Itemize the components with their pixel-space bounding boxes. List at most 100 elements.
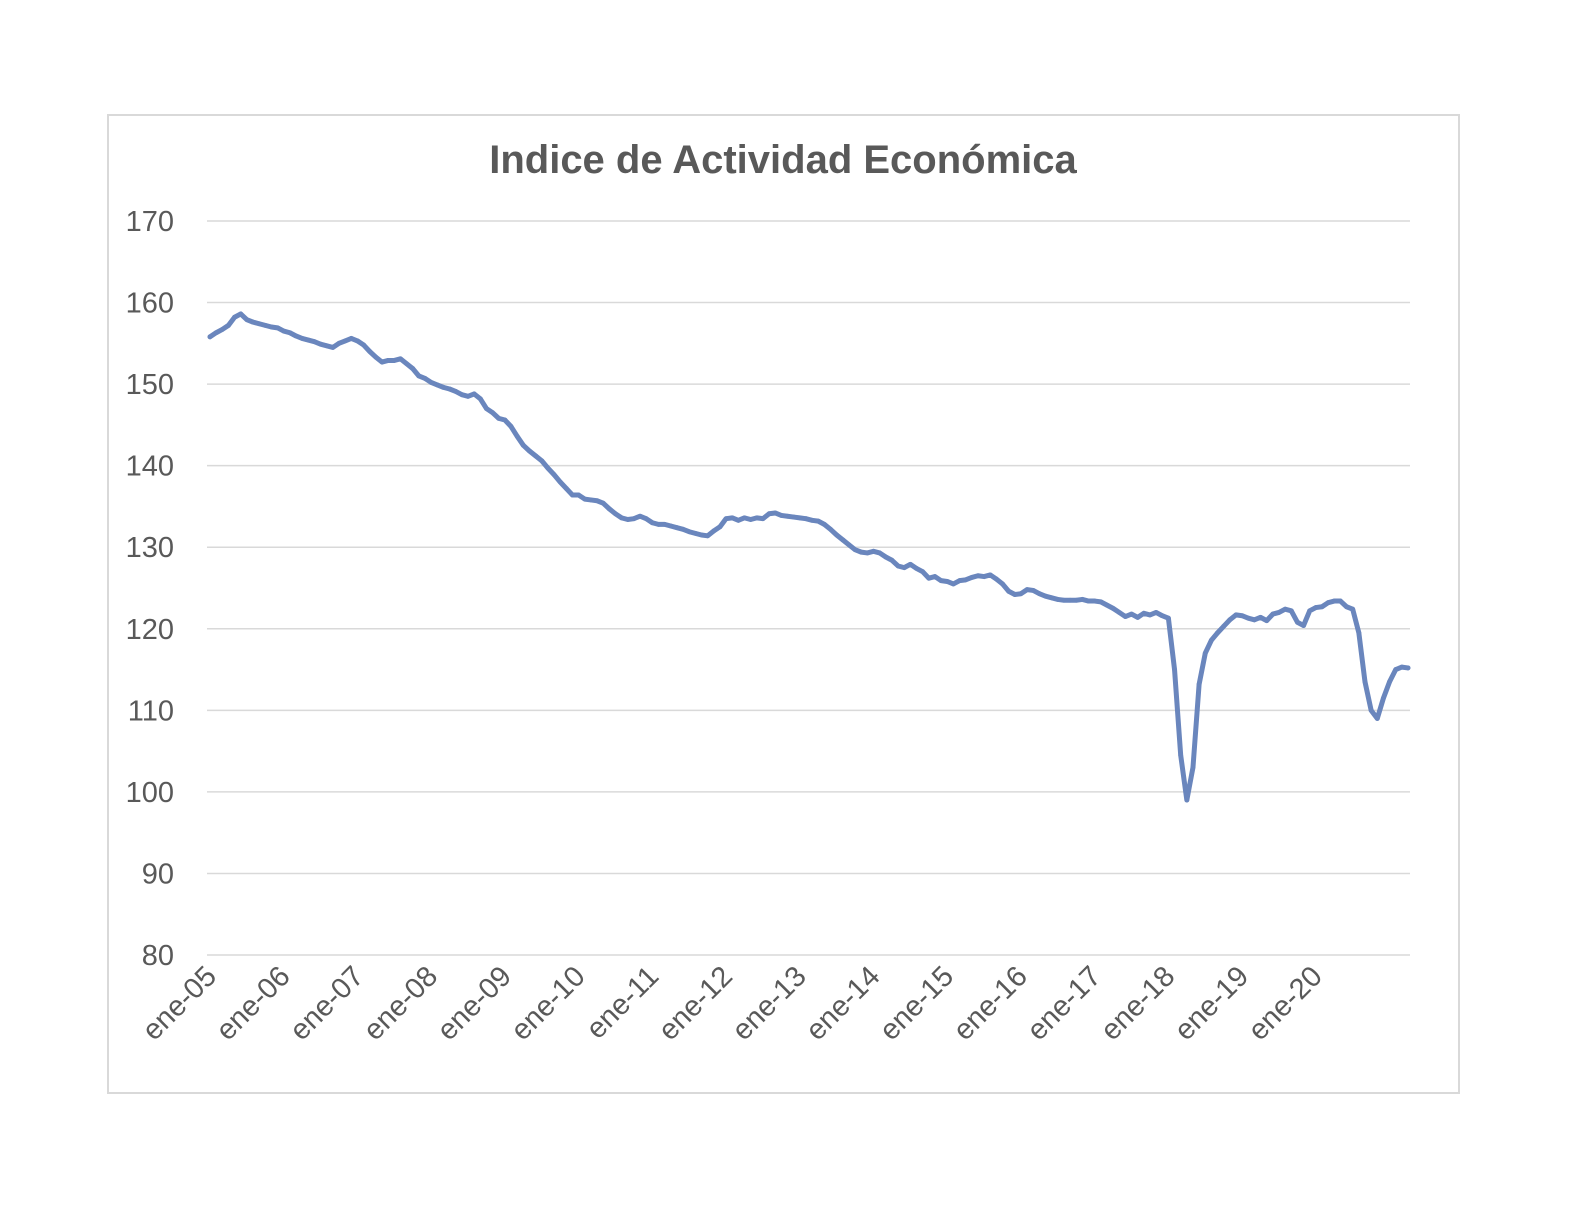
data-point xyxy=(1067,597,1073,603)
data-point xyxy=(699,532,704,538)
data-point xyxy=(846,542,852,548)
data-point xyxy=(471,391,477,397)
data-point xyxy=(950,581,956,587)
data-point xyxy=(570,492,575,498)
data-point xyxy=(772,510,778,516)
data-point xyxy=(631,516,637,522)
data-point xyxy=(877,550,883,556)
data-point xyxy=(754,515,760,521)
y-tick-label: 150 xyxy=(126,369,174,401)
data-point xyxy=(1239,613,1245,619)
data-point xyxy=(527,448,532,454)
data-point xyxy=(883,554,889,560)
data-point xyxy=(416,373,422,379)
data-point xyxy=(729,515,735,521)
data-point xyxy=(1356,630,1362,636)
data-point xyxy=(766,511,772,517)
data-point xyxy=(619,515,625,521)
data-point xyxy=(262,322,268,328)
data-point xyxy=(1190,765,1196,770)
data-point xyxy=(287,330,293,336)
data-point xyxy=(557,479,563,485)
data-point xyxy=(551,472,557,478)
data-point xyxy=(680,526,686,532)
data-point xyxy=(465,393,471,399)
data-point xyxy=(1135,614,1141,620)
data-point xyxy=(275,325,280,331)
data-point xyxy=(760,516,766,522)
data-point xyxy=(453,389,459,394)
data-point xyxy=(520,442,526,448)
y-tick-label: 170 xyxy=(126,206,174,238)
data-point xyxy=(809,517,815,523)
data-point xyxy=(907,561,913,567)
data-point xyxy=(711,528,717,534)
data-point xyxy=(428,380,434,385)
data-point xyxy=(1098,599,1104,605)
data-point xyxy=(226,322,231,328)
data-point xyxy=(1344,604,1349,610)
data-point xyxy=(1245,615,1251,621)
data-point xyxy=(398,356,403,362)
data-point xyxy=(1153,610,1159,615)
y-tick-label: 120 xyxy=(126,614,174,646)
data-point xyxy=(717,524,723,530)
data-point xyxy=(459,392,465,398)
data-point xyxy=(1159,613,1165,619)
data-point xyxy=(797,515,803,521)
data-point xyxy=(987,572,993,578)
data-point xyxy=(674,525,680,531)
data-point xyxy=(981,574,987,579)
data-point xyxy=(705,533,711,539)
chart-title: Indice de Actividad Económica xyxy=(489,138,1077,182)
data-point xyxy=(920,569,926,575)
data-point xyxy=(1006,588,1012,594)
data-point xyxy=(1055,597,1061,602)
data-point xyxy=(244,317,250,323)
y-tick-label: 80 xyxy=(142,940,174,972)
data-point xyxy=(932,574,938,579)
data-point xyxy=(1012,592,1018,597)
data-point xyxy=(207,334,213,340)
data-point xyxy=(1018,591,1024,597)
data-point xyxy=(391,358,397,363)
data-point xyxy=(914,566,919,571)
data-point xyxy=(852,547,858,553)
data-point xyxy=(1264,618,1270,624)
data-point xyxy=(1122,614,1128,619)
data-point xyxy=(361,342,366,348)
y-axis-tick-labels: 80 90 100 110 120 130 140 150 160 170 xyxy=(126,206,174,972)
data-point xyxy=(1350,606,1356,612)
data-point xyxy=(1288,608,1294,614)
data-point xyxy=(318,341,323,347)
data-point xyxy=(219,327,225,332)
data-point xyxy=(668,523,674,529)
y-tick-label: 100 xyxy=(126,777,174,809)
data-point xyxy=(649,520,655,526)
data-point xyxy=(643,516,649,522)
data-point xyxy=(1215,630,1220,636)
data-point xyxy=(1319,604,1325,610)
data-point xyxy=(355,338,360,344)
data-point xyxy=(742,515,747,521)
data-point xyxy=(1381,695,1386,701)
data-point xyxy=(441,384,446,390)
series-layer xyxy=(207,311,1411,803)
data-point xyxy=(606,506,612,512)
data-point xyxy=(613,511,618,517)
data-point xyxy=(1172,667,1177,672)
data-point xyxy=(582,496,588,502)
y-tick-label: 130 xyxy=(126,532,174,564)
data-point xyxy=(656,521,661,527)
data-point xyxy=(821,521,827,527)
data-point xyxy=(508,424,514,429)
data-point xyxy=(1270,611,1276,617)
data-point xyxy=(477,396,483,402)
data-point xyxy=(1030,588,1036,593)
y-tick-label: 140 xyxy=(126,451,174,483)
data-point xyxy=(735,517,741,523)
data-point xyxy=(1209,637,1214,643)
data-point xyxy=(1331,598,1337,604)
data-point xyxy=(410,366,416,372)
